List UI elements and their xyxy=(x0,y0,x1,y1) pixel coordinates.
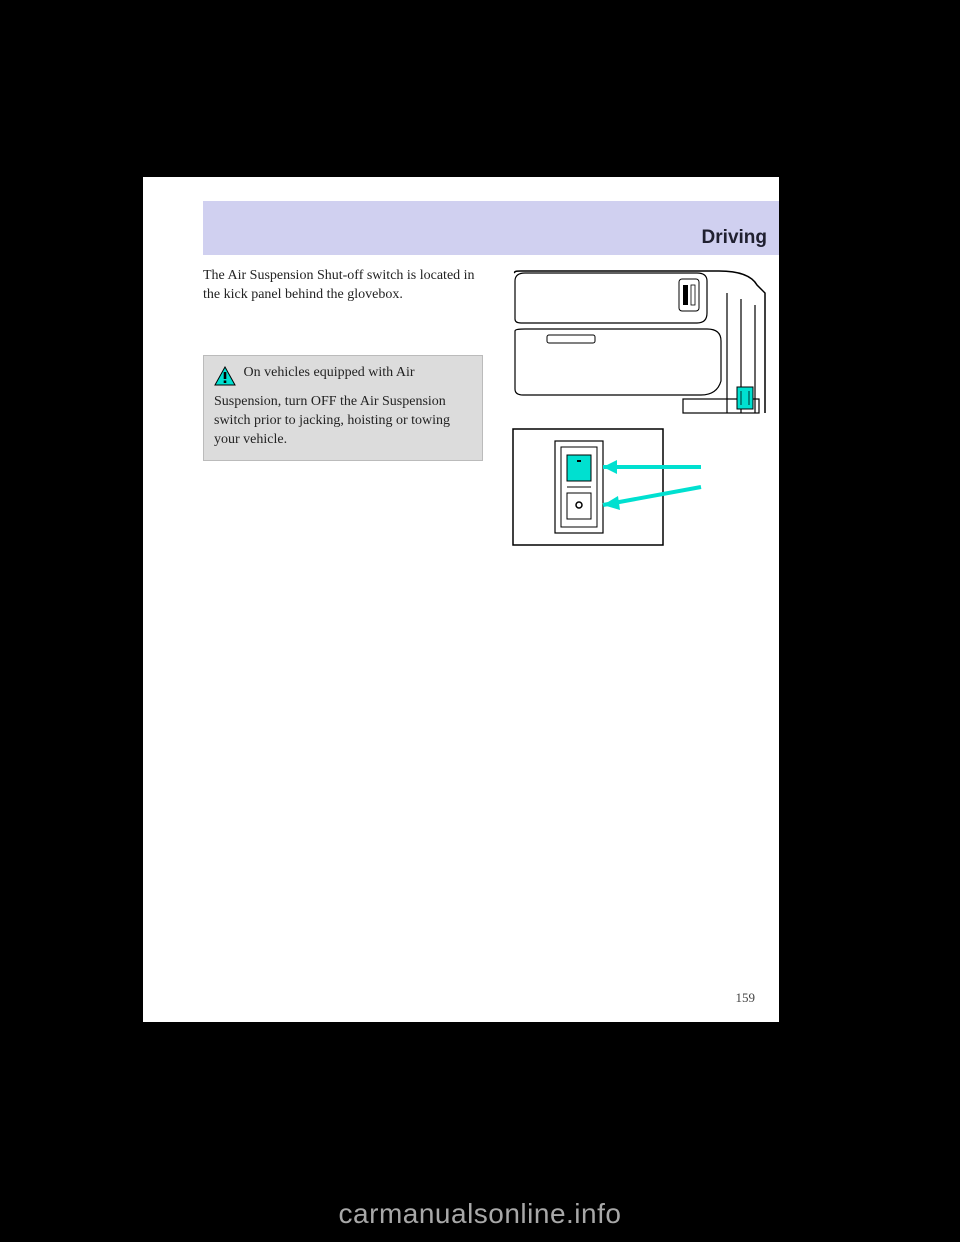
warning-text: On vehicles equipped with Air Suspension… xyxy=(214,365,450,447)
manual-page: Driving The Air Suspension Shut-off swit… xyxy=(143,177,779,1022)
arrow-off-icon xyxy=(603,487,701,510)
arrow-on-icon xyxy=(603,460,701,474)
section-title: Driving xyxy=(702,227,767,249)
dashboard-illustration xyxy=(511,269,769,417)
warning-icon xyxy=(214,366,236,393)
switch-detail-illustration xyxy=(511,427,737,549)
watermark-text: carmanualsonline.info xyxy=(339,1198,622,1230)
page-number: 159 xyxy=(736,990,756,1006)
warning-callout: On vehicles equipped with Air Suspension… xyxy=(203,355,483,461)
intro-paragraph: The Air Suspension Shut-off switch is lo… xyxy=(203,267,483,305)
section-header-band: Driving xyxy=(203,201,779,255)
